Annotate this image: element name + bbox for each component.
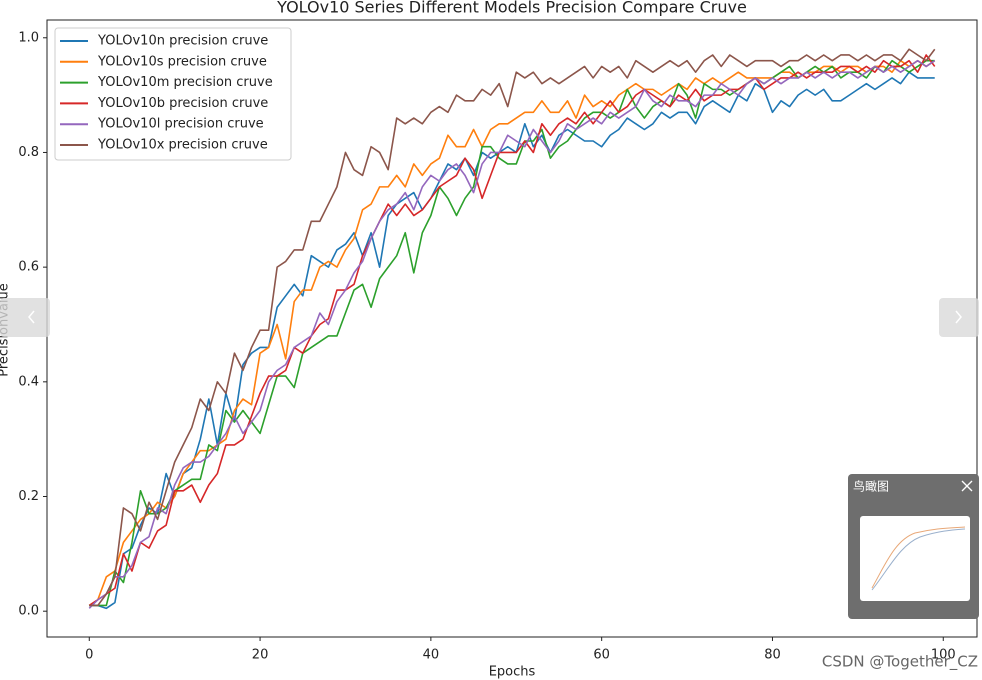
y-tick-label: 0.2 [18, 489, 39, 504]
chart-title: YOLOv10 Series Different Models Precisio… [276, 0, 747, 17]
prev-button[interactable] [0, 298, 50, 337]
next-button[interactable] [939, 298, 979, 337]
legend-label: YOLOv10l precision cruve [97, 117, 264, 132]
x-axis-label: Epochs [489, 665, 536, 680]
series-line [88, 54, 936, 607]
x-tick-label: 0 [85, 648, 93, 663]
legend-label: YOLOv10m precision cruve [97, 75, 273, 90]
minimap-close[interactable] [961, 480, 973, 492]
legend-label: YOLOv10s precision cruve [97, 54, 267, 69]
series-line [89, 59, 935, 607]
y-tick-label: 1.0 [18, 30, 39, 45]
next-icon [955, 310, 962, 324]
x-tick-label: 80 [764, 648, 781, 663]
y-tick-label: 0.4 [18, 374, 39, 389]
legend: YOLOv10n precision cruve YOLOv10s precisi… [54, 27, 292, 161]
next-button-bg[interactable] [939, 298, 979, 337]
minimap: 鸟瞰图 [848, 474, 979, 619]
minimap-thumbnail[interactable] [860, 516, 970, 601]
series-line [88, 59, 936, 609]
x-tick-label: 60 [593, 648, 610, 663]
series-line [89, 71, 935, 610]
close-icon[interactable] [961, 480, 973, 492]
legend-label: YOLOv10x precision cruve [97, 138, 268, 153]
minimap-title: 鸟瞰图 [853, 479, 889, 494]
series-line [89, 48, 936, 607]
x-tick-label: 20 [252, 648, 269, 663]
x-tick-label: 100 [931, 648, 956, 663]
legend-label: YOLOv10b precision cruve [97, 96, 268, 111]
legend-label: YOLOv10n precision cruve [97, 34, 268, 49]
x-tick-label: 40 [423, 648, 440, 663]
y-tick-label: 0.0 [18, 604, 39, 619]
prev-icon [28, 310, 35, 324]
thumbnail-preview [871, 526, 966, 589]
thumbnail-preview [871, 528, 966, 591]
y-tick-label: 0.8 [18, 145, 39, 160]
legend-box [54, 27, 292, 161]
watermark: CSDN @Together_CZ [822, 653, 978, 672]
prev-button-bg[interactable] [0, 298, 50, 337]
y-tick-label: 0.6 [18, 260, 39, 275]
